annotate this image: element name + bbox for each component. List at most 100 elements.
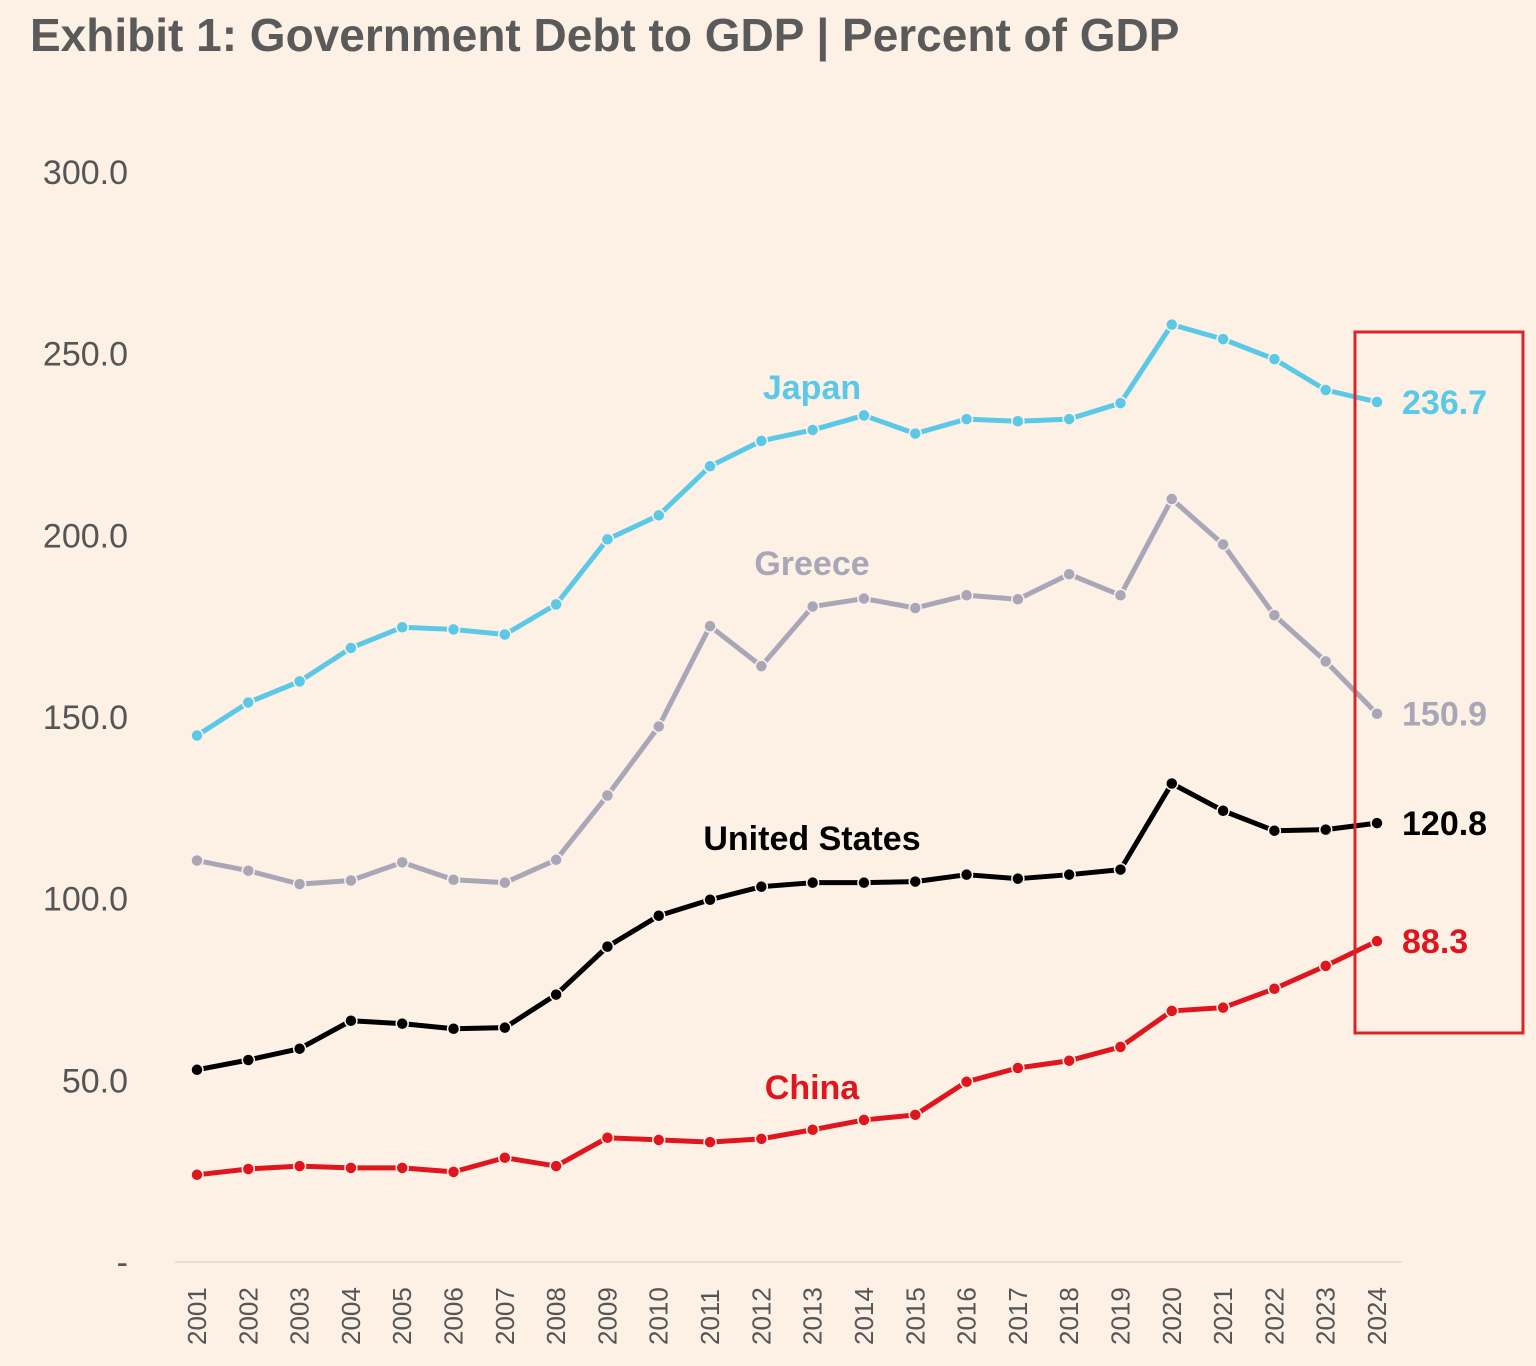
data-point-greece [241, 863, 256, 878]
y-tick-label: 100.0 [43, 881, 128, 919]
x-tick-label: 2009 [592, 1287, 622, 1345]
data-point-china [805, 1122, 820, 1137]
data-point-japan [1267, 352, 1282, 366]
x-tick-label: 2011 [695, 1289, 725, 1345]
data-point-greece [1113, 588, 1128, 603]
data-point-japan [190, 728, 204, 743]
data-point-china [549, 1159, 563, 1173]
data-point-greece [498, 875, 512, 890]
data-point-japan [754, 434, 769, 448]
x-tick-label: 2014 [849, 1287, 879, 1345]
data-point-china [651, 1133, 666, 1147]
data-point-japan [600, 532, 615, 547]
data-point-japan [1113, 396, 1128, 410]
x-tick-label: 2020 [1157, 1287, 1187, 1345]
data-point-united-states [549, 987, 563, 1002]
data-point-china [1318, 959, 1333, 973]
data-point-japan [959, 412, 974, 426]
data-point-japan [1370, 395, 1384, 409]
data-point-greece [857, 591, 871, 606]
data-point-china [1216, 1000, 1230, 1015]
data-point-japan [446, 622, 461, 637]
data-point-greece [908, 601, 923, 615]
x-tick-label: 2010 [644, 1287, 674, 1345]
data-point-united-states [857, 875, 871, 890]
x-tick-label: 2007 [490, 1287, 520, 1345]
data-point-china [1062, 1053, 1076, 1068]
x-tick-label: 2024 [1362, 1287, 1392, 1345]
data-point-greece [395, 855, 409, 870]
data-point-greece [651, 719, 666, 734]
x-tick-label: 2006 [439, 1287, 469, 1345]
data-point-greece [1216, 537, 1230, 552]
data-point-united-states [1216, 803, 1230, 818]
data-point-china [754, 1132, 769, 1146]
data-point-china [703, 1135, 717, 1149]
data-point-greece [805, 599, 820, 614]
x-tick-label: 2013 [798, 1287, 828, 1345]
y-tick-label: 50.0 [62, 1062, 128, 1100]
data-point-japan [344, 641, 358, 655]
data-point-china [1113, 1040, 1128, 1054]
y-tick-label: 300.0 [43, 154, 128, 192]
series-label-china: China [765, 1069, 861, 1107]
x-tick-label: 2018 [1054, 1287, 1084, 1345]
highlight-box [1353, 330, 1525, 1035]
series-label-greece: Greece [754, 545, 869, 583]
series-line-china [196, 938, 1379, 1178]
data-point-china [857, 1113, 871, 1127]
x-tick-label: 2008 [541, 1287, 571, 1345]
data-point-united-states [651, 908, 666, 923]
data-point-greece [959, 588, 974, 603]
data-point-japan [241, 695, 256, 710]
data-point-japan [292, 674, 307, 689]
data-point-united-states [498, 1020, 512, 1035]
data-point-greece [344, 873, 358, 888]
series-line-japan [195, 322, 1378, 738]
x-tick-label: 2022 [1259, 1287, 1289, 1345]
data-point-china [344, 1161, 358, 1175]
data-point-japan [651, 508, 666, 523]
data-point-united-states [241, 1053, 256, 1067]
data-point-greece [1318, 654, 1333, 669]
series-line-greece [196, 496, 1379, 887]
data-point-japan [908, 426, 923, 441]
end-value-label-greece: 150.9 [1402, 696, 1487, 734]
data-point-china [498, 1150, 512, 1165]
data-point-china [908, 1108, 923, 1122]
data-point-united-states [446, 1021, 461, 1036]
data-point-united-states [292, 1041, 307, 1056]
data-point-china [959, 1075, 974, 1089]
x-tick-label: 2012 [746, 1287, 776, 1345]
x-tick-label: 2015 [900, 1287, 930, 1345]
x-tick-label: 2019 [1105, 1287, 1135, 1345]
data-point-japan [1011, 414, 1025, 428]
x-tick-label: 2017 [1003, 1287, 1033, 1345]
data-point-united-states [190, 1063, 204, 1077]
end-value-label-japan: 236.7 [1402, 384, 1487, 422]
data-point-china [600, 1130, 615, 1145]
data-point-japan [805, 423, 820, 437]
data-point-united-states [1267, 823, 1282, 838]
y-tick-label: 200.0 [43, 517, 128, 555]
x-tick-label: 2023 [1311, 1287, 1341, 1345]
data-point-united-states [754, 879, 769, 894]
x-tick-label: 2005 [387, 1287, 417, 1345]
data-point-greece [549, 853, 563, 867]
y-tick-label: - [117, 1244, 128, 1282]
data-point-china [241, 1162, 256, 1176]
x-tick-label: 2004 [336, 1287, 366, 1345]
x-tick-label: 2021 [1208, 1287, 1238, 1345]
data-point-united-states [395, 1016, 409, 1031]
data-point-china [190, 1168, 204, 1182]
data-point-greece [754, 659, 769, 673]
data-point-greece [446, 873, 461, 887]
data-point-greece [292, 877, 307, 891]
data-point-greece [1062, 567, 1076, 581]
data-point-greece [600, 788, 615, 803]
data-point-united-states [1062, 867, 1076, 882]
data-point-greece [703, 619, 717, 633]
data-point-japan [1318, 383, 1333, 397]
data-point-japan [857, 408, 871, 423]
data-point-china [446, 1165, 461, 1179]
